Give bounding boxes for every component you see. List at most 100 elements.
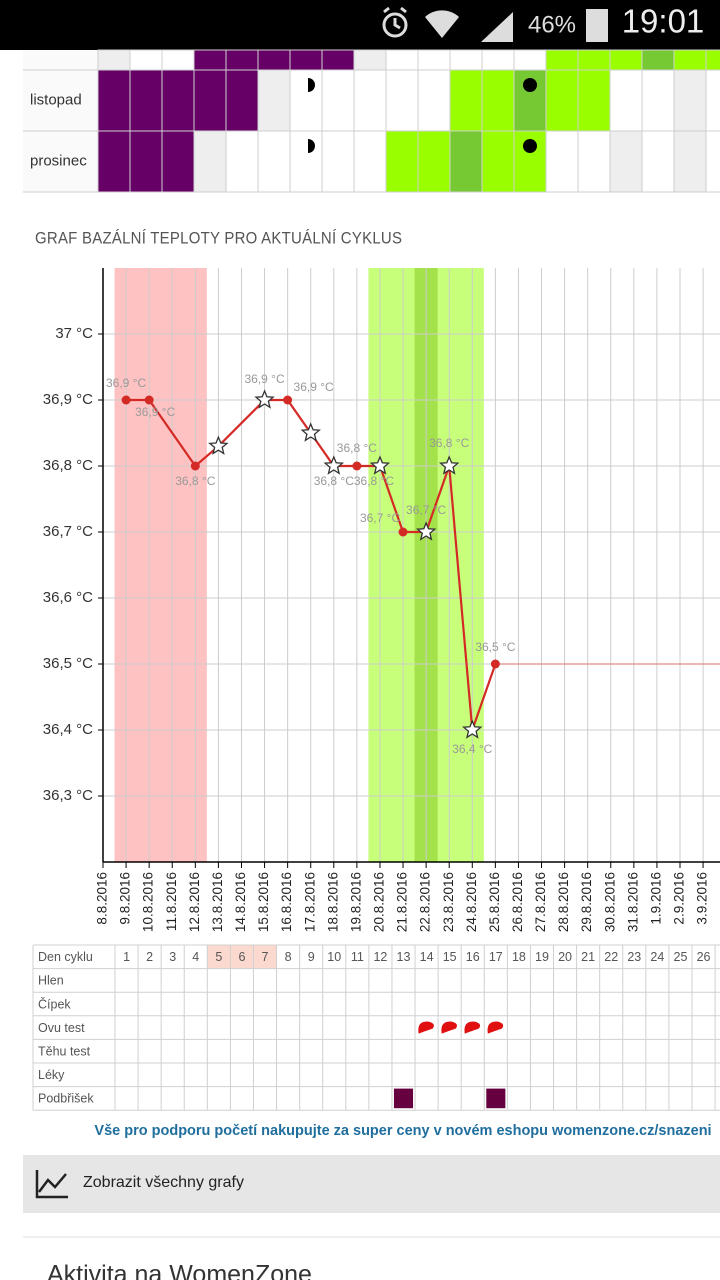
- battery-icon: [586, 9, 608, 42]
- y-tick-label: 36,8 °C: [43, 457, 93, 474]
- data-label: 36,9 °C: [294, 380, 334, 394]
- chart-icon: [35, 1170, 68, 1199]
- x-tick-label: 13.8.2016: [210, 872, 225, 932]
- calendar-cell: [641, 130, 675, 193]
- data-label: 36,8 °C: [429, 436, 469, 450]
- data-label: 36,8 °C: [354, 474, 394, 488]
- status-bar: [0, 0, 720, 50]
- point-marker: [352, 461, 362, 471]
- calendar-cell: [641, 49, 675, 71]
- day-number: 11: [351, 950, 364, 964]
- ovu-test-drop: [487, 1021, 504, 1034]
- data-label: 36,9 °C: [244, 372, 284, 386]
- x-tick-label: 21.8.2016: [395, 872, 410, 932]
- day-number: 26: [697, 950, 711, 964]
- x-tick-label: 9.8.2016: [118, 872, 133, 925]
- period-day-cell: [207, 945, 231, 969]
- x-tick-label: 29.8.2016: [579, 872, 594, 932]
- day-number: 18: [512, 950, 526, 964]
- show-all-button[interactable]: Zobrazit všechny grafy: [23, 1155, 720, 1213]
- calendar-cell: [417, 69, 451, 132]
- calendar-cell: [449, 130, 483, 193]
- calendar-cell: [481, 130, 515, 193]
- data-label: 36,8 °C: [314, 474, 354, 488]
- calendar-cell: [97, 130, 131, 193]
- half-moon: [308, 139, 315, 153]
- x-tick-label: 18.8.2016: [325, 872, 340, 932]
- star-marker: [208, 435, 229, 455]
- calendar-cell: [257, 130, 291, 193]
- calendar-cell: [353, 49, 387, 71]
- calendar-cell: [289, 69, 323, 132]
- calendar-cell: [225, 49, 259, 71]
- cycle-table: Den cyklu 1 2 3 4 5 6 7 8 9 10 11 12 13 14 15 16 17 18 19 20…: [32, 944, 720, 1111]
- calendar-cell: [321, 130, 355, 193]
- chart-title: GRAF BAZÁLNÍ TEPLOTY PRO AKTUÁLNÍ CYKLUS: [35, 228, 402, 248]
- calendar-cell: [97, 69, 131, 132]
- day-number: 24: [650, 950, 664, 964]
- star-marker: [415, 521, 437, 541]
- point-marker: [490, 659, 500, 669]
- day-number: 8: [285, 950, 292, 964]
- day-number: 19: [535, 950, 549, 964]
- day-number: 3: [169, 950, 176, 964]
- day-number: 16: [466, 950, 480, 964]
- x-tick-label: 27.8.2016: [533, 872, 548, 932]
- half-moon: [308, 78, 315, 92]
- row-label: Ovu test: [38, 1021, 85, 1035]
- table-header: Den cyklu: [38, 950, 93, 964]
- x-tick-label: 15.8.2016: [256, 872, 271, 932]
- shop-link[interactable]: Vše pro podporu početí nakupujte za supe…: [94, 1123, 711, 1139]
- star-marker: [438, 455, 460, 475]
- calendar-cell: [353, 69, 387, 132]
- point-marker: [121, 395, 131, 405]
- calendar-cell: [673, 49, 707, 71]
- calendar-cell: [385, 49, 419, 71]
- x-tick-label: 23.8.2016: [441, 872, 456, 932]
- point-marker: [283, 395, 293, 405]
- data-label: 36,7 °C: [360, 511, 400, 525]
- calendar-cell: [225, 130, 259, 193]
- x-tick-label: 2.9.2016: [672, 872, 687, 925]
- day-number: 13: [397, 950, 411, 964]
- month-label: listopad: [30, 91, 82, 108]
- y-tick-label: 37 °C: [55, 325, 93, 342]
- day-number: 1: [123, 950, 130, 964]
- calendar-cell: [257, 69, 291, 132]
- day-number: 12: [373, 950, 387, 964]
- x-tick-label: 25.8.2016: [487, 872, 502, 932]
- x-tick-label: 31.8.2016: [625, 872, 640, 932]
- day-number: 22: [604, 950, 618, 964]
- point-marker: [144, 395, 154, 405]
- star-marker: [300, 422, 321, 442]
- calendar-cell: [385, 130, 419, 193]
- x-tick-label: 19.8.2016: [348, 872, 363, 932]
- x-tick-label: 24.8.2016: [464, 872, 479, 932]
- calendar-cell: [321, 49, 355, 71]
- day-number: 21: [581, 950, 595, 964]
- day-number: 7: [262, 950, 269, 964]
- calendar-cell: [673, 130, 707, 193]
- calendar-cell: [577, 130, 611, 193]
- calendar-cell: [353, 130, 387, 193]
- calendar-cell: [129, 69, 163, 132]
- calendar: listopad prosinec: [23, 49, 720, 193]
- star-marker: [254, 389, 275, 409]
- calendar-cell: [129, 130, 163, 193]
- calendar-label-column: [23, 50, 98, 192]
- calendar-cell: [225, 69, 259, 132]
- data-label: 36,8 °C: [175, 474, 215, 488]
- day-number: 10: [327, 950, 341, 964]
- day-number: 25: [674, 950, 688, 964]
- y-tick-label: 36,3 °C: [43, 787, 93, 804]
- calendar-cell: [609, 130, 643, 193]
- data-label: 36,4 °C: [452, 742, 492, 756]
- battery-percent: 46%: [528, 11, 576, 38]
- row-label: Podbřišek: [38, 1092, 94, 1106]
- y-tick-label: 36,5 °C: [43, 655, 93, 672]
- x-tick-label: 8.8.2016: [95, 872, 110, 925]
- calendar-cell: [609, 49, 643, 71]
- calendar-cell: [481, 69, 515, 132]
- belly-mark: [393, 1088, 414, 1109]
- row-label: Čípek: [38, 996, 71, 1011]
